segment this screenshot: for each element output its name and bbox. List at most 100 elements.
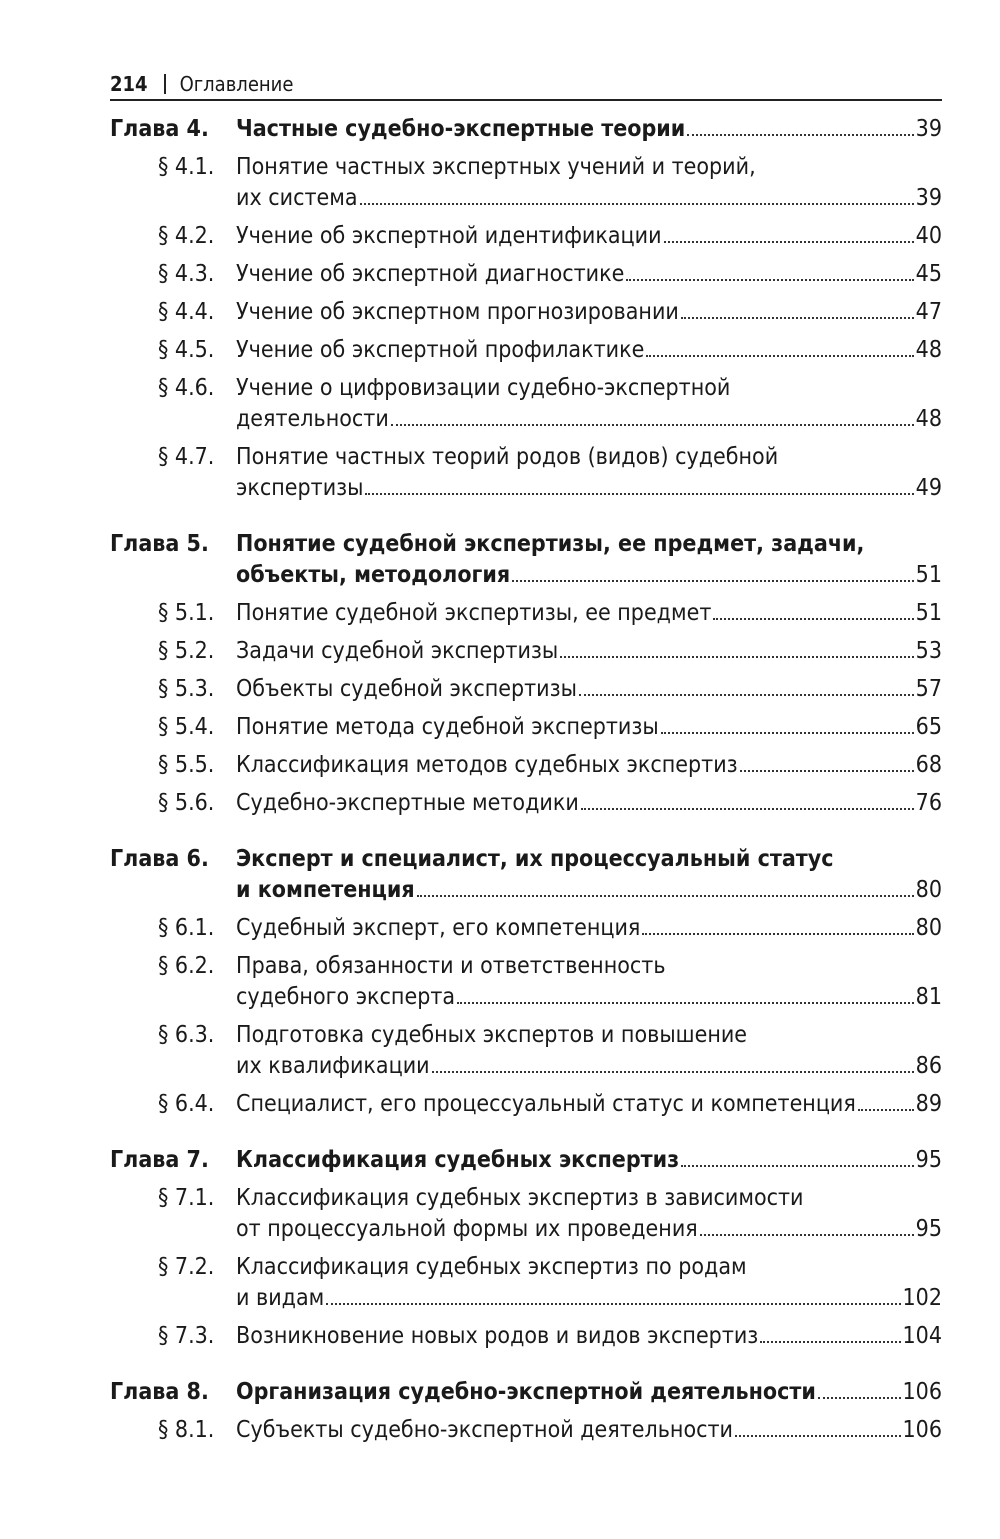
toc-section-entry: § 6.3. Подготовка судебных экспертов и по… — [110, 1020, 942, 1082]
entry-page-number: 53 — [915, 638, 942, 664]
entry-title-text: Организация судебно-экспертной деятельно… — [236, 1379, 816, 1405]
entry-title-text: Объекты судебной экспертизы — [236, 676, 577, 702]
entry-title-line: Учение об экспертном прогнозировании 47 — [236, 297, 942, 328]
dot-leader — [416, 894, 914, 897]
entry-title-text: судебного эксперта — [236, 984, 456, 1010]
toc-chapter-entry: Глава 8. Организация судебно-экспертной д… — [110, 1377, 942, 1408]
entry-title-line: Частные судебно-экспертные теории 39 — [236, 114, 942, 145]
toc-section-entry: § 4.7. Понятие частных теорий родов (видо… — [110, 442, 942, 504]
entry-number: Глава 4. — [110, 116, 209, 142]
dot-leader — [663, 240, 914, 243]
entry-title-text: и компетенция — [236, 877, 415, 903]
entry-title-line: объекты, методология 51 — [236, 560, 942, 591]
dot-leader — [687, 133, 914, 136]
header-separator — [163, 74, 166, 94]
entry-page-number: 39 — [915, 185, 942, 211]
entry-title-line: Учение об экспертной идентификации 40 — [236, 221, 942, 252]
entry-title-text: их квалификации — [236, 1053, 430, 1079]
entry-title-text: от процессуальной формы их проведения — [236, 1216, 698, 1242]
entry-title-text: объекты, методология — [236, 562, 511, 588]
dot-leader — [699, 1233, 914, 1236]
toc-section-entry: § 5.2. Задачи судебной экспертизы 53 — [110, 636, 942, 667]
toc-section-entry: § 4.1. Понятие частных экспертных учений … — [110, 152, 942, 214]
entry-number: § 4.1. — [158, 154, 215, 180]
entry-page-number: 47 — [915, 299, 942, 325]
entry-title-text: Учение об экспертном прогнозировании — [236, 299, 679, 325]
entry-title-text: Понятие метода судебной экспертизы — [236, 714, 659, 740]
dot-leader — [642, 932, 914, 935]
dot-leader — [681, 1164, 914, 1167]
entry-title-text: Специалист, его процессуальный статус и … — [236, 1091, 856, 1117]
entry-page-number: 45 — [915, 261, 942, 287]
entry-title-line: Понятие частных теорий родов (видов) суд… — [236, 444, 779, 470]
dot-leader — [660, 731, 914, 734]
entry-title-line: Организация судебно-экспертной деятельно… — [236, 1377, 942, 1408]
entry-page-number: 80 — [915, 877, 942, 903]
entry-page-number: 51 — [915, 600, 942, 626]
dot-leader — [390, 423, 914, 426]
entry-page-number: 102 — [902, 1285, 943, 1311]
toc-section-entry: § 6.4. Специалист, его процессуальный ста… — [110, 1089, 942, 1120]
entry-page-number: 48 — [915, 337, 942, 363]
entry-title-line: Субъекты судебно-экспертной деятельности… — [236, 1415, 942, 1446]
entry-title-text: Субъекты судебно-экспертной деятельности — [236, 1417, 733, 1443]
entry-number: Глава 7. — [110, 1147, 209, 1173]
entry-page-number: 68 — [915, 752, 942, 778]
entry-title-text: Учение об экспертной профилактике — [236, 337, 645, 363]
dot-leader — [578, 693, 914, 696]
entry-page-number: 86 — [915, 1053, 942, 1079]
dot-leader — [326, 1302, 901, 1305]
entry-title-line: Классификация судебных экспертиз по рода… — [236, 1254, 747, 1280]
entry-page-number: 104 — [902, 1323, 943, 1349]
table-of-contents: Глава 4. Частные судебно-экспертные теори… — [110, 114, 942, 1446]
entry-page-number: 65 — [915, 714, 942, 740]
toc-section-entry: § 6.2. Права, обязанности и ответственнос… — [110, 951, 942, 1013]
toc-chapter-entry: Глава 7. Классификация судебных экспертиз… — [110, 1145, 942, 1176]
entry-title-text: Судебно-экспертные методики — [236, 790, 579, 816]
toc-section-entry: § 6.1. Судебный эксперт, его компетенция 8… — [110, 913, 942, 944]
entry-title-line: Понятие судебной экспертизы, ее предмет,… — [236, 531, 865, 557]
entry-title-line: их квалификации 86 — [236, 1051, 942, 1082]
entry-number: Глава 8. — [110, 1379, 209, 1405]
entry-title-line: Классификация судебных экспертиз 95 — [236, 1145, 942, 1176]
entry-number: § 5.6. — [158, 790, 215, 816]
running-header-title: Оглавление — [179, 72, 294, 96]
dot-leader — [512, 579, 914, 582]
toc-section-entry: § 4.2. Учение об экспертной идентификации… — [110, 221, 942, 252]
toc-section-entry: § 5.5. Классификация методов судебных экс… — [110, 750, 942, 781]
toc-section-entry: § 7.3. Возникновение новых родов и видов … — [110, 1321, 942, 1352]
dot-leader — [580, 807, 914, 810]
entry-number: § 5.4. — [158, 714, 215, 740]
entry-title-text: Задачи судебной экспертизы — [236, 638, 559, 664]
entry-number: § 8.1. — [158, 1417, 215, 1443]
running-header: 214 Оглавление — [110, 68, 942, 100]
entry-number: § 7.2. — [158, 1254, 215, 1280]
entry-title-line: Эксперт и специалист, их процессуальный … — [236, 846, 834, 872]
dot-leader — [646, 354, 914, 357]
dot-leader — [817, 1396, 901, 1399]
entry-title-line: и видам 102 — [236, 1283, 942, 1314]
toc-section-entry: § 4.6. Учение о цифровизации судебно-эксп… — [110, 373, 942, 435]
entry-title-line: и компетенция 80 — [236, 875, 942, 906]
entry-title-text: экспертизы — [236, 475, 364, 501]
toc-chapter-entry: Глава 4. Частные судебно-экспертные теори… — [110, 114, 942, 145]
entry-number: Глава 5. — [110, 531, 209, 557]
entry-title-text: Учение об экспертной идентификации — [236, 223, 662, 249]
entry-title-line: Классификация методов судебных экспертиз… — [236, 750, 942, 781]
dot-leader — [431, 1070, 914, 1073]
dot-leader — [359, 202, 914, 205]
entry-number: § 7.1. — [158, 1185, 215, 1211]
entry-page-number: 76 — [915, 790, 942, 816]
entry-page-number: 49 — [915, 475, 942, 501]
entry-title-line: Понятие частных экспертных учений и теор… — [236, 154, 756, 180]
entry-title-line: Объекты судебной экспертизы 57 — [236, 674, 942, 705]
dot-leader — [739, 769, 914, 772]
dot-leader — [560, 655, 914, 658]
entry-title-line: Учение о цифровизации судебно-экспертной — [236, 375, 731, 401]
entry-title-text: Возникновение новых родов и видов экспер… — [236, 1323, 759, 1349]
entry-title-line: Права, обязанности и ответственность — [236, 953, 666, 979]
toc-section-entry: § 5.6. Судебно-экспертные методики 76 — [110, 788, 942, 819]
entry-title-text: их система — [236, 185, 358, 211]
entry-number: Глава 6. — [110, 846, 209, 872]
entry-title-line: Классификация судебных экспертиз в завис… — [236, 1185, 804, 1211]
